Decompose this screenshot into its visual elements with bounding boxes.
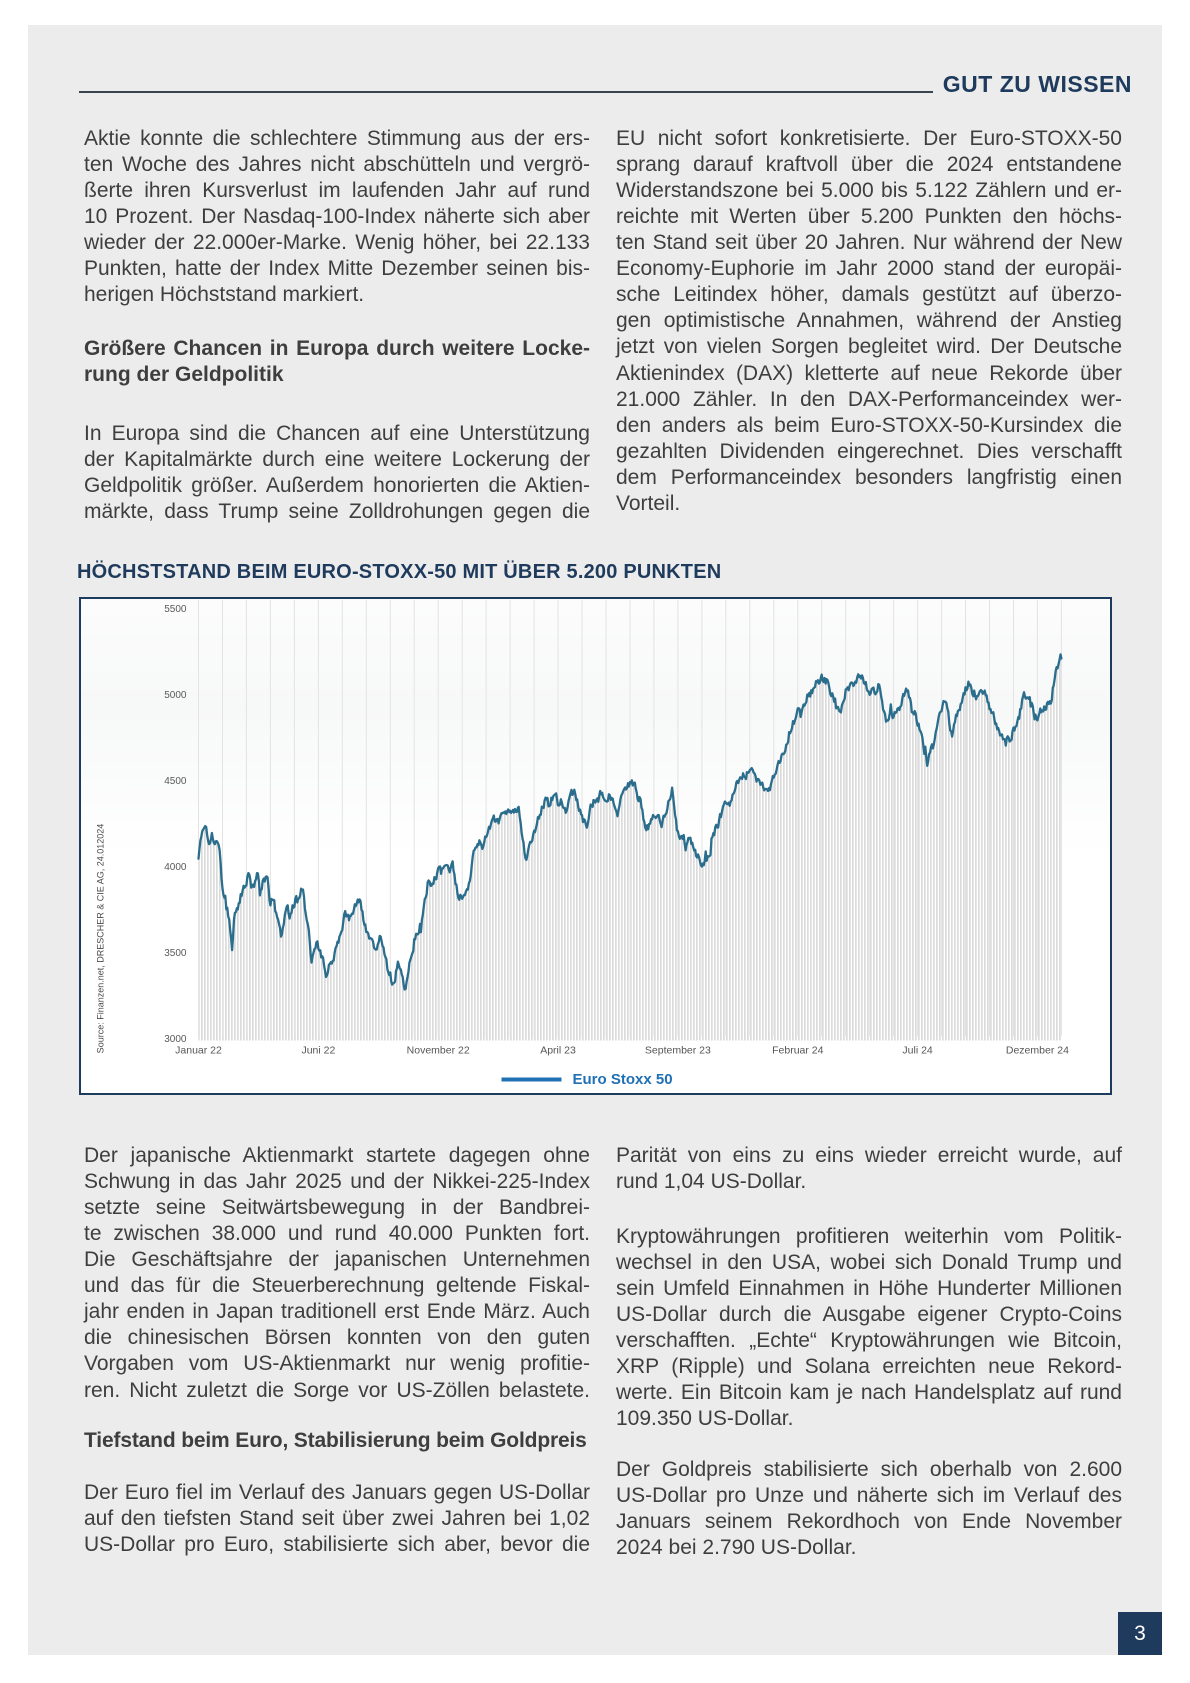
svg-text:April 23: April 23 [540,1045,576,1057]
svg-text:3500: 3500 [164,948,187,959]
svg-text:3000: 3000 [164,1034,187,1045]
svg-text:Source: Finanzen.net, DRESCHER: Source: Finanzen.net, DRESCHER & CIE AG,… [96,824,106,1054]
svg-text:November 22: November 22 [407,1045,470,1057]
svg-text:Januar 22: Januar 22 [175,1045,222,1057]
svg-text:September 23: September 23 [645,1045,711,1057]
svg-text:4000: 4000 [164,862,187,873]
svg-text:5500: 5500 [164,604,187,615]
svg-text:4500: 4500 [164,776,187,787]
svg-text:Dezember 24: Dezember 24 [1006,1045,1069,1057]
svg-text:Februar 24: Februar 24 [772,1045,824,1057]
svg-text:Euro Stoxx 50: Euro Stoxx 50 [573,1071,673,1088]
svg-text:Juni 22: Juni 22 [301,1045,335,1057]
svg-text:Juli 24: Juli 24 [902,1045,933,1057]
svg-text:5000: 5000 [164,690,187,701]
